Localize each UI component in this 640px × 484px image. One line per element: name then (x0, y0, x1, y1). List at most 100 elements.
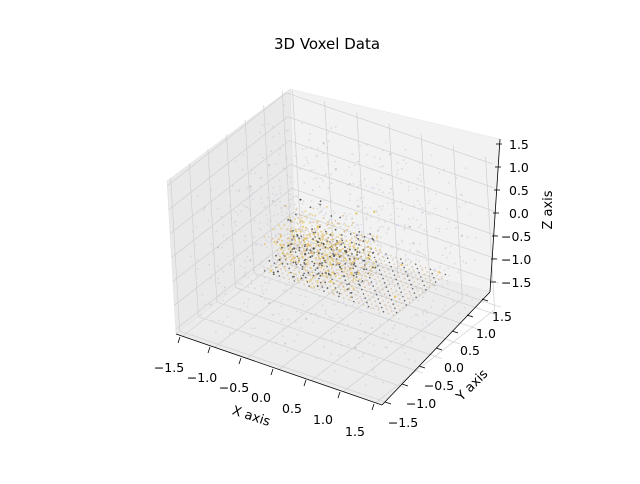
voxel-point (296, 233, 298, 236)
z-tick-label: −0.5 (501, 229, 531, 244)
voxel-point (304, 229, 307, 232)
voxel-point (299, 278, 302, 281)
voxel-point (378, 248, 381, 251)
scatter-point (250, 282, 253, 285)
voxel-point (301, 255, 303, 258)
scatter-point (375, 375, 377, 377)
voxel-point (421, 280, 424, 283)
scatter-point (427, 190, 430, 193)
scatter-point (418, 226, 420, 229)
voxel-point (313, 285, 315, 288)
scatter-point (376, 244, 379, 247)
voxel-point (330, 257, 332, 260)
scatter-point (302, 212, 305, 215)
scatter-point (283, 104, 286, 107)
voxel-point (309, 213, 312, 215)
voxel-point (289, 216, 291, 219)
voxel-point (331, 246, 334, 249)
voxel-point (413, 292, 416, 294)
scatter-point (447, 267, 450, 270)
scatter-point (419, 203, 421, 206)
voxel-point (366, 256, 368, 259)
scatter-point (225, 237, 228, 240)
voxel-point (360, 277, 363, 280)
grid-line (169, 140, 290, 234)
grid-line (286, 92, 493, 165)
voxel-point (273, 262, 276, 264)
scatter-point (269, 174, 272, 176)
voxel-point (351, 222, 354, 224)
voxel-point (343, 297, 345, 299)
scatter-point (356, 199, 359, 202)
scatter-point (439, 262, 442, 264)
scatter-point (308, 272, 311, 275)
scatter-point (463, 306, 466, 309)
voxel-point (341, 270, 343, 273)
voxel-point (375, 293, 378, 296)
voxel-point (324, 283, 327, 286)
voxel-point (280, 247, 282, 250)
voxel-point (301, 228, 303, 231)
scatter-point (310, 200, 313, 203)
voxel-point (283, 243, 286, 246)
grid-line (420, 134, 431, 288)
scatter-point (266, 196, 269, 199)
voxel-point (401, 273, 404, 276)
scatter-point (447, 181, 450, 184)
voxel-point (276, 249, 279, 252)
scatter-point (421, 207, 424, 210)
scatter-point (372, 344, 375, 347)
voxel-point (380, 262, 383, 265)
scatter-point (381, 191, 384, 194)
voxel-point (403, 288, 406, 291)
scatter-point (348, 183, 351, 186)
voxel-point (285, 270, 287, 272)
voxel-point (359, 295, 362, 298)
voxel-point (356, 271, 358, 274)
voxel-point (346, 228, 349, 231)
scatter-point (440, 277, 443, 280)
voxel-point (313, 262, 316, 265)
voxel-point (276, 240, 278, 243)
scatter-point (287, 207, 289, 210)
scatter-point (449, 252, 451, 254)
voxel-point (356, 234, 358, 237)
scatter-point (345, 215, 347, 218)
voxel-point (340, 259, 343, 262)
voxel-point (336, 280, 338, 282)
voxel-point (369, 255, 372, 258)
voxel-point (335, 253, 338, 255)
voxel-point (319, 203, 322, 206)
voxel-point (367, 283, 370, 286)
voxel-point (317, 255, 320, 258)
scatter-point (259, 131, 261, 134)
scatter-point (204, 206, 207, 209)
scatter-point (291, 187, 293, 190)
scatter-point (288, 206, 291, 208)
voxel-point (304, 276, 307, 279)
scatter-point (354, 226, 356, 229)
scatter-point (369, 283, 372, 285)
voxel-point (285, 257, 288, 259)
voxel-point (306, 246, 309, 248)
scatter-point (415, 313, 418, 316)
scatter-point (363, 178, 366, 181)
voxel-point (306, 270, 309, 272)
voxel-point (338, 262, 340, 264)
scatter-point (278, 185, 281, 188)
voxel-point (322, 243, 325, 246)
y-tick-mark (451, 330, 459, 334)
voxel-point (400, 269, 402, 271)
scatter-point (249, 195, 252, 198)
voxel-point (365, 279, 368, 282)
scatter-point (266, 246, 268, 249)
scatter-point (356, 223, 358, 226)
voxel-point (326, 287, 329, 289)
voxel-point (395, 278, 398, 281)
scatter-point (444, 269, 446, 271)
voxel-point (306, 243, 310, 246)
scatter-point (370, 360, 373, 363)
scatter-point (396, 207, 399, 210)
grid-line (310, 287, 431, 381)
voxel-point (341, 239, 344, 242)
